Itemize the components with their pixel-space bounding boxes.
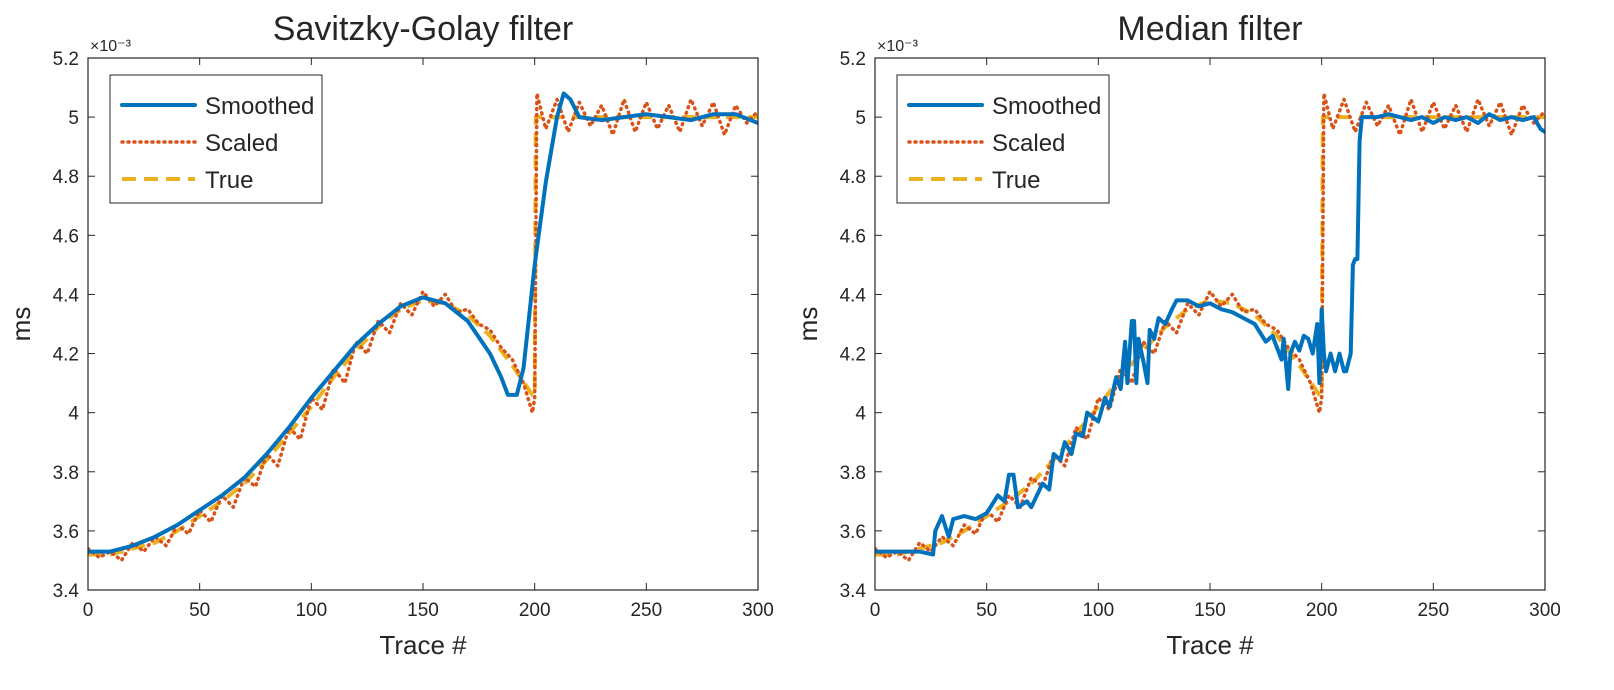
x-tick-label: 0 bbox=[83, 600, 94, 621]
y-tick-label: 4.2 bbox=[840, 345, 866, 366]
x-tick-label: 250 bbox=[630, 600, 662, 621]
x-axis-label: Trace # bbox=[379, 630, 467, 660]
legend-label-true: True bbox=[205, 167, 253, 194]
y-tick-label: 3.4 bbox=[840, 581, 867, 602]
y-tick-label: 5 bbox=[68, 108, 79, 129]
legend: Smoothed Scaled True bbox=[109, 74, 323, 204]
y-tick-label: 5.2 bbox=[53, 49, 79, 70]
series-line-smoothed bbox=[875, 112, 1545, 557]
y-tick-label: 4.4 bbox=[53, 285, 80, 306]
series-line-scaled bbox=[875, 91, 1545, 563]
y-tick-label: 3.8 bbox=[840, 463, 866, 484]
y-tick-label: 5 bbox=[855, 108, 866, 129]
chart-title: Savitzky-Golay filter bbox=[273, 10, 573, 48]
x-tick-label: 50 bbox=[976, 600, 997, 621]
x-tick-label: 200 bbox=[519, 600, 551, 621]
y-axis-label: ms bbox=[793, 307, 823, 342]
y-tick-label: 4 bbox=[68, 404, 79, 425]
legend-label-smoothed: Smoothed bbox=[992, 93, 1101, 120]
y-tick-label: 5.2 bbox=[840, 49, 866, 70]
y-tick-label: 3.8 bbox=[53, 463, 79, 484]
axes-frame bbox=[87, 57, 759, 591]
y-tick-label: 4.6 bbox=[840, 226, 866, 247]
x-tick-label: 300 bbox=[1529, 600, 1561, 621]
x-axis-label: Trace # bbox=[1166, 630, 1254, 660]
series-group bbox=[88, 91, 758, 563]
legend-label-smoothed: Smoothed bbox=[205, 93, 314, 120]
series-group bbox=[875, 91, 1545, 563]
legend-label-scaled: Scaled bbox=[205, 130, 278, 157]
y-tick-label: 3.6 bbox=[840, 522, 866, 543]
y-tick-label: 4.8 bbox=[840, 167, 866, 188]
legend-label-scaled: Scaled bbox=[992, 130, 1065, 157]
y-tick-label: 4.2 bbox=[53, 345, 79, 366]
chart-title: Median filter bbox=[1117, 10, 1302, 48]
series-line-smoothed bbox=[88, 91, 758, 554]
x-tick-label: 0 bbox=[870, 600, 881, 621]
x-tick-label: 150 bbox=[407, 600, 439, 621]
y-tick-label: 3.4 bbox=[53, 581, 80, 602]
y-tick-label: 4.4 bbox=[840, 285, 867, 306]
y-tick-label: 4.6 bbox=[53, 226, 79, 247]
x-tick-label: 250 bbox=[1417, 600, 1449, 621]
x-tick-label: 150 bbox=[1194, 600, 1226, 621]
legend-box bbox=[109, 74, 323, 204]
series-line-scaled bbox=[88, 91, 758, 563]
y-tick-label: 4 bbox=[855, 404, 866, 425]
y-axis-label: ms bbox=[6, 307, 36, 342]
chart-2: Median filter ×10⁻³ 0 50 100 150 200 250 300 3.4 3… bbox=[793, 10, 1561, 660]
legend-box bbox=[896, 74, 1110, 204]
x-tick-label: 50 bbox=[189, 600, 210, 621]
axes-frame bbox=[874, 57, 1546, 591]
x-tick-label: 300 bbox=[742, 600, 774, 621]
x-tick-label: 100 bbox=[295, 600, 327, 621]
y-exponent-label: ×10⁻³ bbox=[877, 38, 919, 55]
y-tick-label: 3.6 bbox=[53, 522, 79, 543]
legend-label-true: True bbox=[992, 167, 1040, 194]
x-tick-label: 200 bbox=[1306, 600, 1338, 621]
legend: Smoothed Scaled True bbox=[896, 74, 1110, 204]
y-exponent-label: ×10⁻³ bbox=[90, 38, 132, 55]
y-tick-label: 4.8 bbox=[53, 167, 79, 188]
x-tick-label: 100 bbox=[1082, 600, 1114, 621]
chart-1: Savitzky-Golay filter ×10⁻³ 0 50 100 150 200 25… bbox=[6, 10, 774, 660]
